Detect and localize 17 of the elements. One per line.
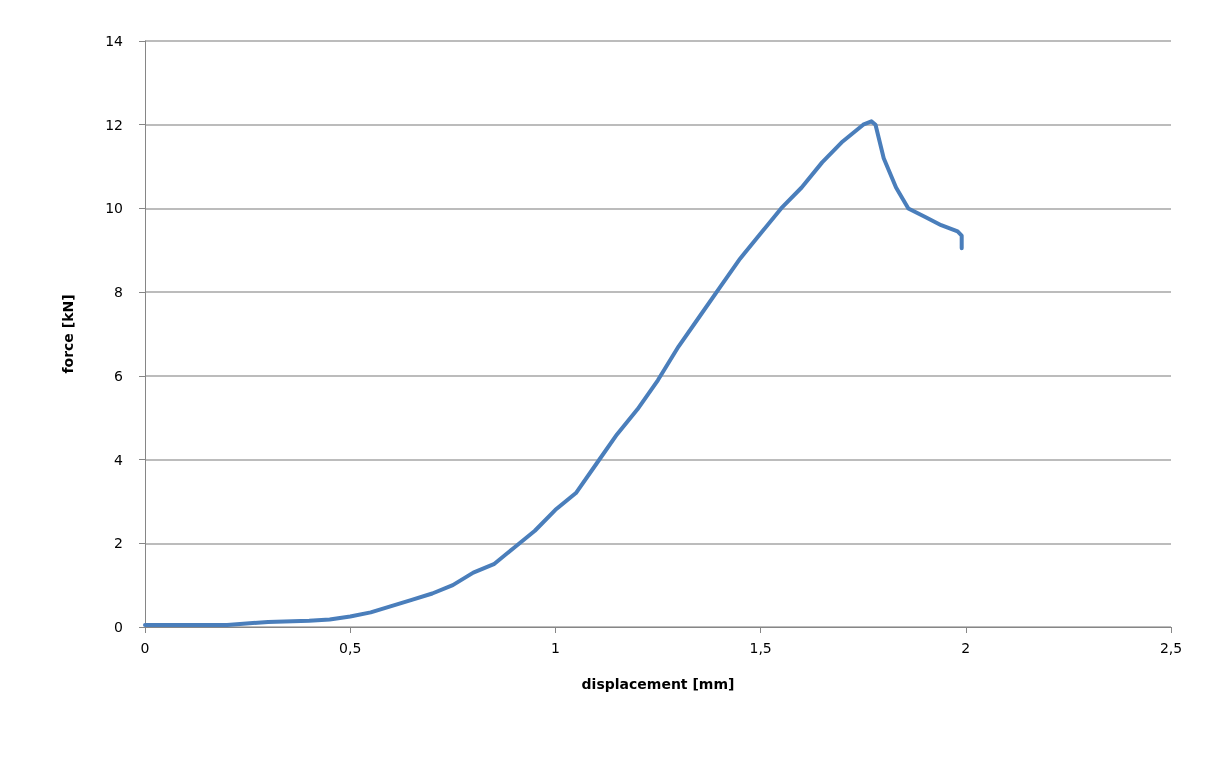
x-axis-title: displacement [mm] (581, 676, 735, 692)
x-tick-label: 2 (961, 640, 971, 656)
y-tick-label: 0 (114, 619, 123, 635)
y-tick-label: 14 (105, 33, 124, 49)
y-tick-label: 8 (114, 284, 123, 301)
x-tick-label: 1 (550, 640, 560, 656)
x-tick-label: 2,5 (1159, 640, 1183, 656)
y-tick-label: 12 (105, 116, 123, 133)
line-series (143, 119, 964, 627)
x-tick-label: 0,5 (339, 640, 362, 656)
y-tick-label: 2 (114, 535, 123, 552)
y-tick-label: 4 (114, 451, 124, 468)
x-tick-label: 0 (140, 640, 150, 656)
x-tick-label: 1,5 (749, 640, 772, 656)
y-tick-label: 6 (114, 367, 124, 384)
y-tick-label: 10 (105, 200, 123, 217)
y-axis-title: force [kN] (60, 294, 76, 374)
